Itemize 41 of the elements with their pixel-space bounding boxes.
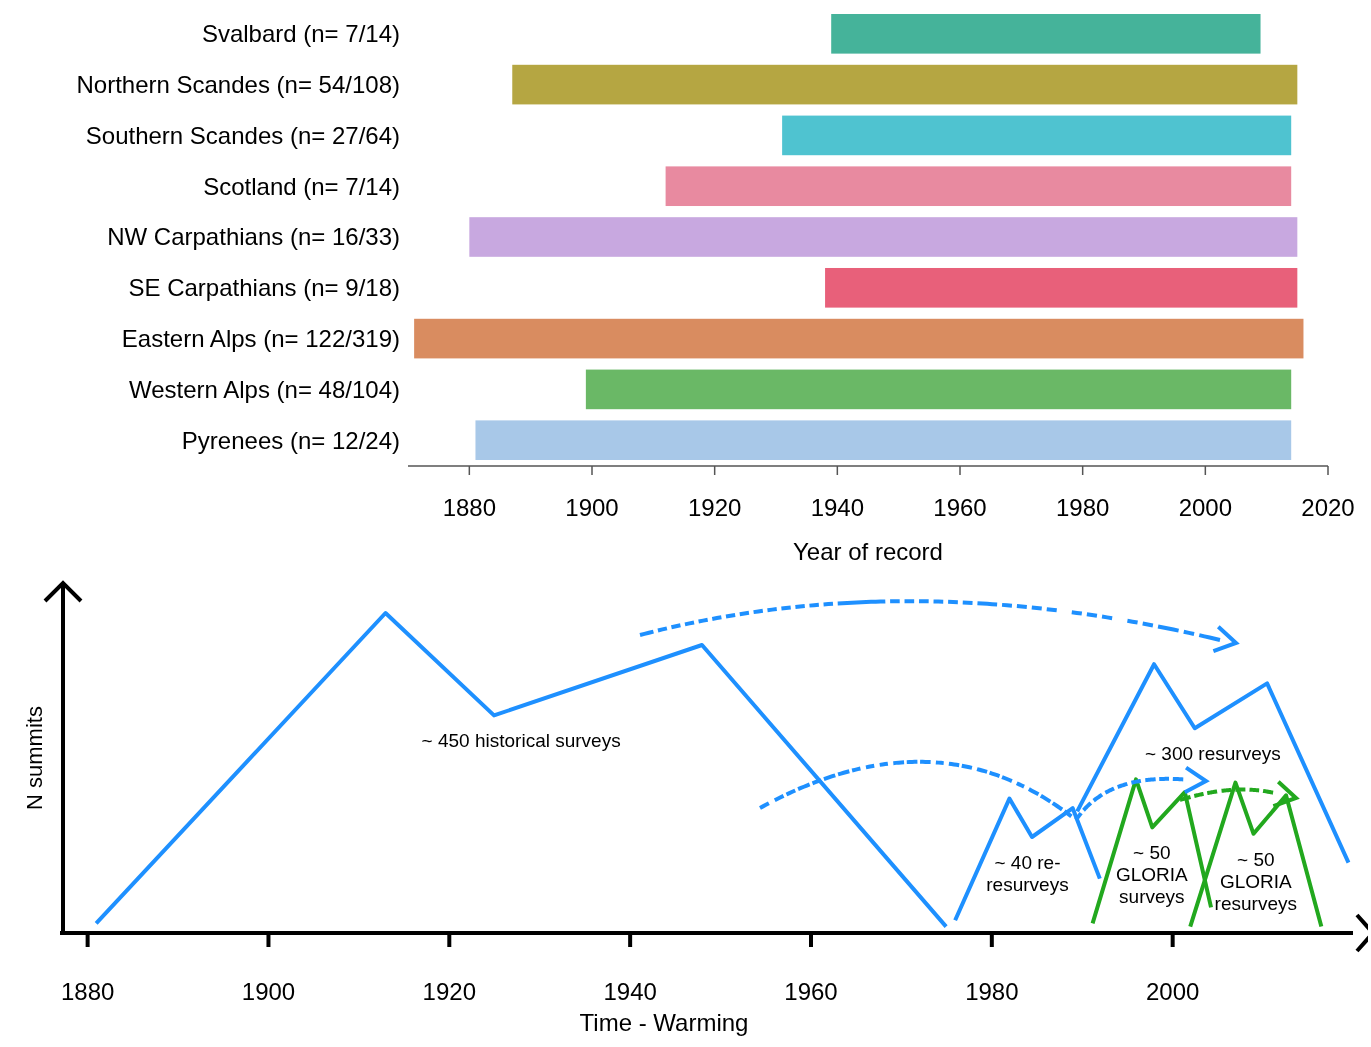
y-tick-label: Scotland (n= 7/14) <box>203 172 400 200</box>
series-label: ~ 40 re-resurveys <box>986 852 1069 895</box>
x-tick-label: 1940 <box>603 978 657 1006</box>
x-tick-label: 1900 <box>241 978 296 1006</box>
bar <box>782 115 1292 156</box>
bar <box>825 267 1298 308</box>
x-tick-label: 1900 <box>565 494 619 521</box>
bar <box>665 166 1292 207</box>
y-tick-label: NW Carpathians (n= 16/33) <box>107 223 400 251</box>
x-axis-title: Year of record <box>793 538 943 565</box>
x-tick-label: 2020 <box>1301 494 1355 521</box>
bar <box>512 64 1298 105</box>
bar <box>831 14 1261 54</box>
bar <box>475 420 1292 460</box>
bar <box>414 318 1304 359</box>
x-tick-label: 1880 <box>442 494 497 521</box>
series-label: ~ 50 GLORIA surveys <box>1115 842 1189 908</box>
x-tick-label: 1960 <box>933 494 987 521</box>
x-tick-label: 1940 <box>810 494 865 521</box>
y-axis-title: N summits <box>22 706 47 810</box>
series-label: ~ 50 GLORIA resurveys <box>1214 848 1297 914</box>
x-tick-label: 1980 <box>1055 494 1110 521</box>
y-tick-label: Eastern Alps (n= 122/319) <box>121 324 400 352</box>
y-tick-label: Pyrenees (n= 12/24) <box>181 426 400 454</box>
x-tick-label: 1980 <box>965 978 1019 1006</box>
y-tick-label: Western Alps (n= 48/104) <box>128 375 400 403</box>
x-tick-label: 1960 <box>784 978 838 1006</box>
x-tick-label: 2000 <box>1178 494 1233 521</box>
bar <box>585 369 1292 410</box>
x-tick-label: 1920 <box>687 494 742 521</box>
x-tick-label: 1920 <box>422 978 476 1006</box>
x-axis-title: Time - Warming <box>579 1009 749 1036</box>
series-label: ~ 450 historical surveys <box>421 730 621 752</box>
y-tick-label: Svalbard (n= 7/14) <box>201 20 400 48</box>
y-tick-label: SE Carpathians (n= 9/18) <box>128 274 400 302</box>
x-tick-label: 1880 <box>60 978 115 1006</box>
series-label: ~ 300 resurveys <box>1144 743 1281 765</box>
x-tick-label: 2000 <box>1145 978 1200 1006</box>
y-tick-label: Southern Scandes (n= 27/64) <box>85 121 400 149</box>
y-tick-label: Northern Scandes (n= 54/108) <box>76 71 400 99</box>
bar <box>469 217 1298 257</box>
